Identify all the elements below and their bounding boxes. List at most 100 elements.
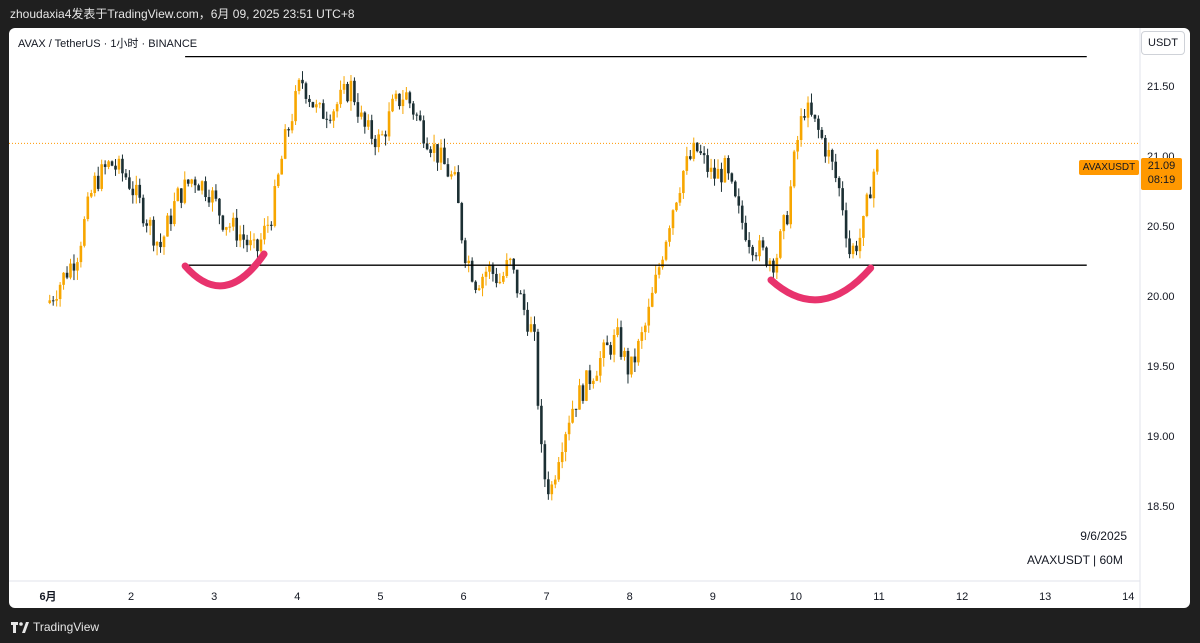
candle-body xyxy=(595,375,599,381)
candle-body xyxy=(429,149,432,153)
markers-layer[interactable] xyxy=(181,250,875,304)
candle-body xyxy=(377,134,380,148)
candle-body xyxy=(650,292,654,307)
time-tick-label[interactable]: 4 xyxy=(294,591,300,603)
candle-body xyxy=(765,247,768,266)
time-tick-label[interactable]: 5 xyxy=(377,591,383,603)
candle-body xyxy=(211,190,214,203)
candle-body xyxy=(131,188,135,196)
candle-body xyxy=(872,171,876,199)
candle-body xyxy=(799,116,803,141)
symbol-title[interactable]: AVAX / TetherUS · 1小时 · BINANCE xyxy=(18,38,198,50)
time-tick-label[interactable]: 11 xyxy=(873,591,884,603)
candle-body xyxy=(626,350,630,375)
candle-body xyxy=(855,245,858,252)
time-tick-label[interactable]: 3 xyxy=(211,591,217,603)
price-tick-label[interactable]: 19.00 xyxy=(1147,431,1175,443)
candle-body xyxy=(176,188,180,202)
time-tick-label[interactable]: 13 xyxy=(1039,591,1051,603)
time-tick-label[interactable]: 7 xyxy=(544,591,550,603)
candle-body xyxy=(761,240,765,248)
candle-body xyxy=(190,179,193,184)
time-tick-label[interactable]: 10 xyxy=(790,591,802,603)
candle-body xyxy=(685,156,689,171)
candle-body xyxy=(321,103,325,119)
smile-marker[interactable] xyxy=(181,250,268,290)
candle-body xyxy=(259,239,263,252)
candle-body xyxy=(48,300,52,303)
candle-body xyxy=(671,210,675,229)
chart-frame[interactable]: 18.50 19.00 19.50 20.00 20.50 21.00 21.50 6月 2 3… xyxy=(9,28,1190,608)
price-tick-label[interactable]: 19.50 xyxy=(1147,361,1175,373)
candle-body xyxy=(141,197,145,224)
footer-bar: TradingView xyxy=(0,612,1200,643)
candle-body xyxy=(280,158,284,175)
candles-layer xyxy=(48,71,879,501)
candle-body xyxy=(481,276,484,289)
time-tick-label[interactable]: 6月 xyxy=(39,590,56,603)
candle-body xyxy=(252,239,256,241)
time-tick-label[interactable]: 2 xyxy=(128,591,134,603)
candle-body xyxy=(162,236,166,248)
candle-body xyxy=(862,215,865,238)
candle-body xyxy=(353,80,356,103)
candle-body xyxy=(543,444,547,480)
attribution-bar: zhoudaxia4发表于TradingView.com，6月 09, 2025… xyxy=(0,0,1200,28)
candle-body xyxy=(470,260,474,282)
candle-body xyxy=(536,331,540,406)
candle-body xyxy=(304,83,308,99)
candle-body xyxy=(602,342,606,358)
candle-body xyxy=(152,219,155,246)
price-tick-label[interactable]: 18.50 xyxy=(1147,501,1175,513)
candle-body xyxy=(588,370,592,384)
price-tick-label[interactable]: 20.50 xyxy=(1147,221,1175,233)
candle-body xyxy=(779,231,782,258)
candle-body xyxy=(533,324,536,332)
candle-body xyxy=(103,164,107,167)
candle-body xyxy=(169,215,173,225)
candle-body xyxy=(512,258,516,270)
time-tick-label[interactable]: 6 xyxy=(460,591,466,603)
candle-body xyxy=(249,240,252,246)
price-tick-label[interactable]: 20.00 xyxy=(1147,291,1175,303)
candle-body xyxy=(758,240,761,257)
candle-body xyxy=(89,193,93,197)
candle-body xyxy=(609,345,612,355)
candle-body xyxy=(263,225,266,240)
price-tick-label[interactable]: 21.50 xyxy=(1147,81,1175,93)
currency-button[interactable]: USDT xyxy=(1141,31,1185,55)
candle-body xyxy=(463,240,467,264)
bar-countdown: 08:19 xyxy=(1147,174,1176,186)
time-tick-label[interactable]: 12 xyxy=(956,591,968,603)
candle-body xyxy=(664,241,668,260)
candle-body xyxy=(72,263,76,271)
candle-body xyxy=(384,134,387,137)
candle-body xyxy=(107,161,110,167)
candle-body xyxy=(228,226,232,228)
candle-body xyxy=(806,102,810,118)
candle-body xyxy=(425,143,429,150)
candle-body xyxy=(86,196,90,220)
time-axis-ticks[interactable]: 6月 2 3 4 5 6 7 8 9 10 11 12 13 14 xyxy=(39,590,1134,603)
time-tick-label[interactable]: 9 xyxy=(710,591,716,603)
candle-body xyxy=(110,161,114,166)
candle-body xyxy=(373,138,377,148)
candle-body xyxy=(96,175,100,189)
candle-body xyxy=(183,179,187,203)
time-tick-label[interactable]: 14 xyxy=(1122,591,1134,603)
candle-body xyxy=(699,151,702,154)
candle-body xyxy=(782,215,786,232)
smile-marker[interactable] xyxy=(767,264,875,304)
candle-body xyxy=(727,158,730,174)
candle-body xyxy=(453,172,457,175)
candle-body xyxy=(695,142,699,152)
candle-body xyxy=(231,217,235,227)
candle-body xyxy=(540,405,543,445)
candle-body xyxy=(422,120,425,144)
horizontal-levels-layer[interactable] xyxy=(185,55,1087,266)
candle-body xyxy=(526,309,529,332)
candle-body xyxy=(557,462,561,480)
time-tick-label[interactable]: 8 xyxy=(627,591,633,603)
